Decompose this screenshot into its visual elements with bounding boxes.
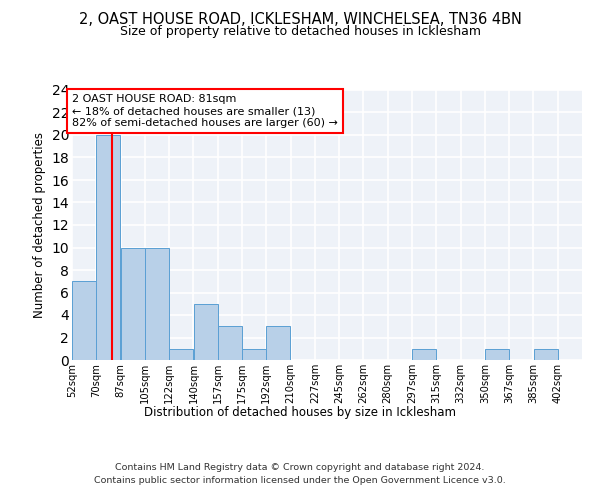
Text: Size of property relative to detached houses in Icklesham: Size of property relative to detached ho… <box>119 25 481 38</box>
Text: Contains HM Land Registry data © Crown copyright and database right 2024.: Contains HM Land Registry data © Crown c… <box>115 462 485 471</box>
Bar <box>72 281 96 360</box>
Text: Contains public sector information licensed under the Open Government Licence v3: Contains public sector information licen… <box>94 476 506 485</box>
Text: 2, OAST HOUSE ROAD, ICKLESHAM, WINCHELSEA, TN36 4BN: 2, OAST HOUSE ROAD, ICKLESHAM, WINCHELSE… <box>79 12 521 28</box>
Bar <box>145 248 169 360</box>
Bar <box>218 326 242 360</box>
Bar <box>121 248 145 360</box>
Bar <box>485 349 509 360</box>
Bar <box>412 349 436 360</box>
Y-axis label: Number of detached properties: Number of detached properties <box>33 132 46 318</box>
Text: Distribution of detached houses by size in Icklesham: Distribution of detached houses by size … <box>144 406 456 419</box>
Bar <box>97 135 121 360</box>
Text: 2 OAST HOUSE ROAD: 81sqm
← 18% of detached houses are smaller (13)
82% of semi-d: 2 OAST HOUSE ROAD: 81sqm ← 18% of detach… <box>73 94 338 128</box>
Bar <box>533 349 557 360</box>
Bar <box>266 326 290 360</box>
Bar <box>169 349 193 360</box>
Bar <box>242 349 266 360</box>
Bar <box>194 304 218 360</box>
